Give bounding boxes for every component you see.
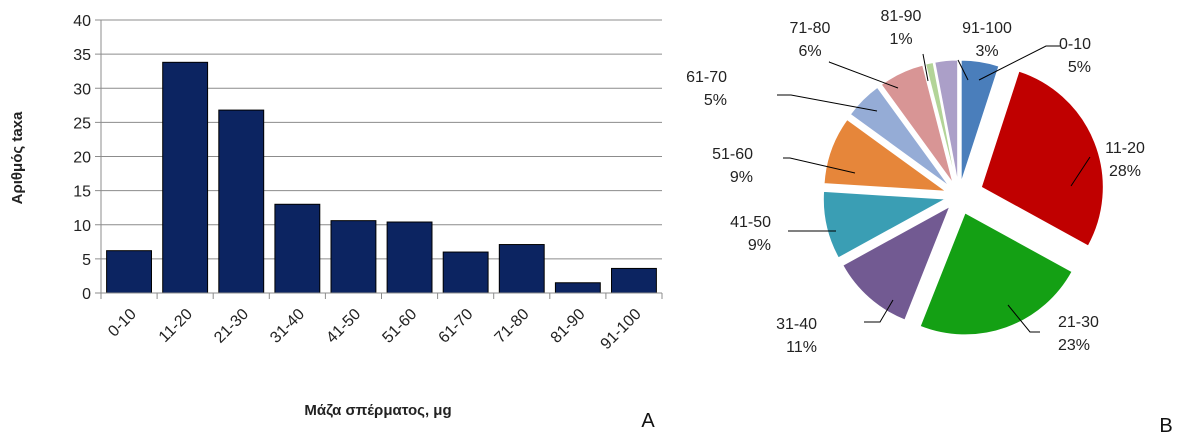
pie-slice-0-10: [960, 59, 1000, 183]
y-tick-label: 15: [73, 184, 91, 201]
pie-slice-31-40: [842, 205, 951, 321]
y-tick-label: 0: [82, 286, 91, 303]
pie-slice-percent: 28%: [1109, 163, 1141, 180]
pie-leader-line: [957, 59, 969, 81]
pie-leader-line: [1007, 304, 1040, 333]
pie-chart: 0-10 5% 11-20 28% 21-30 23% 31-40 11% 41-50 9% 51-…: [686, 8, 1173, 436]
bar-61-70: [442, 251, 489, 294]
pie-slice-percent: 23%: [1058, 337, 1090, 354]
pie-slice-41-50: [822, 190, 948, 259]
pie-leader-lines: [777, 45, 1091, 333]
y-tick-label: 40: [73, 13, 91, 30]
x-tick-label: 61-70: [436, 306, 477, 347]
pie-slice-91-100: [934, 59, 959, 183]
pie-leader-line: [783, 157, 856, 174]
bar-51-60: [386, 221, 433, 294]
pie-slice-percent: 1%: [889, 31, 912, 48]
pie-leader-line: [864, 299, 894, 323]
x-tick-label: 21-30: [211, 306, 252, 347]
pie-slice-11-20: [980, 70, 1104, 247]
pie-leader-line: [922, 53, 929, 82]
bar-0-10: [106, 250, 152, 294]
x-tick-label: 71-80: [492, 306, 533, 347]
x-tick-label: 11-20: [156, 306, 196, 346]
y-tick-labels: 0 5 10 15 20 25 30 35 40: [73, 13, 91, 303]
pie-slice-label: 71-80: [790, 20, 831, 37]
pie-slices: [822, 59, 1104, 336]
panel-label-b: B: [1159, 415, 1172, 436]
x-tick-label: 51-60: [379, 306, 420, 347]
y-tick-label: 35: [73, 47, 91, 64]
pie-slice-label: 0-10: [1059, 36, 1091, 53]
pie-slice-label: 41-50: [730, 214, 771, 231]
x-tick-label: 0-10: [105, 306, 140, 341]
pie-slice-label: 51-60: [712, 146, 753, 163]
pie-slice-percent: 9%: [748, 237, 771, 254]
panel-label-a: A: [641, 410, 655, 432]
pie-slice-percent: 9%: [730, 169, 753, 186]
y-tick-label: 30: [73, 81, 91, 98]
pie-leader-line: [777, 94, 878, 112]
bar-81-90: [554, 282, 601, 294]
bar-11-20: [162, 61, 209, 294]
bars: [106, 61, 657, 294]
y-axis-label: Αριθμός taxa: [9, 111, 26, 204]
pie-leader-line: [978, 45, 1060, 81]
pie-slice-percent: 11%: [786, 339, 817, 356]
bar-71-80: [498, 244, 545, 294]
y-tick-label: 25: [73, 115, 91, 132]
pie-slice-71-80: [880, 64, 954, 184]
pie-slice-percent: 5%: [1068, 59, 1091, 76]
bar-21-30: [218, 109, 265, 294]
pie-slice-81-90: [924, 61, 957, 183]
pie-slice-61-70: [849, 86, 950, 187]
bar-chart: 0 5 10 15 20 25 30 35 40 0-10 11-20 21-30 31-40 41-5…: [9, 13, 663, 432]
pie-slice-label: 81-90: [881, 8, 922, 25]
pie-slice-label: 61-70: [686, 69, 727, 86]
pie-slice-label: 11-20: [1105, 140, 1145, 157]
x-tick-label: 81-90: [548, 306, 589, 347]
pie-slice-label: 21-30: [1058, 314, 1099, 331]
pie-slice-label: 91-100: [962, 20, 1012, 37]
x-tick-label: 31-40: [267, 306, 308, 347]
bar-31-40: [274, 203, 321, 294]
x-tick-labels: 0-10 11-20 21-30 31-40 41-50 51-60 61-70 71-80 8…: [100, 293, 663, 353]
pie-slice-percent: 3%: [975, 43, 998, 60]
pie-leader-line: [828, 61, 899, 89]
x-tick-label: 41-50: [323, 306, 364, 347]
pie-slice-percent: 5%: [704, 92, 727, 109]
x-axis-label: Μάζα σπέρματος, μg: [304, 402, 451, 419]
y-tick-label: 20: [73, 150, 91, 167]
bar-41-50: [330, 220, 377, 294]
pie-slice-label: 31-40: [776, 316, 817, 333]
pie-slice-21-30: [919, 212, 1073, 336]
pie-labels: 0-10 5% 11-20 28% 21-30 23% 31-40 11% 41-50 9% 51-…: [686, 8, 1145, 356]
y-tick-label: 5: [82, 252, 91, 269]
pie-leader-line: [1070, 156, 1091, 187]
y-tick-label: 10: [73, 218, 91, 235]
pie-slice-percent: 6%: [798, 43, 821, 60]
x-tick-label: 91-100: [598, 306, 645, 353]
bar-91-100: [611, 267, 657, 294]
